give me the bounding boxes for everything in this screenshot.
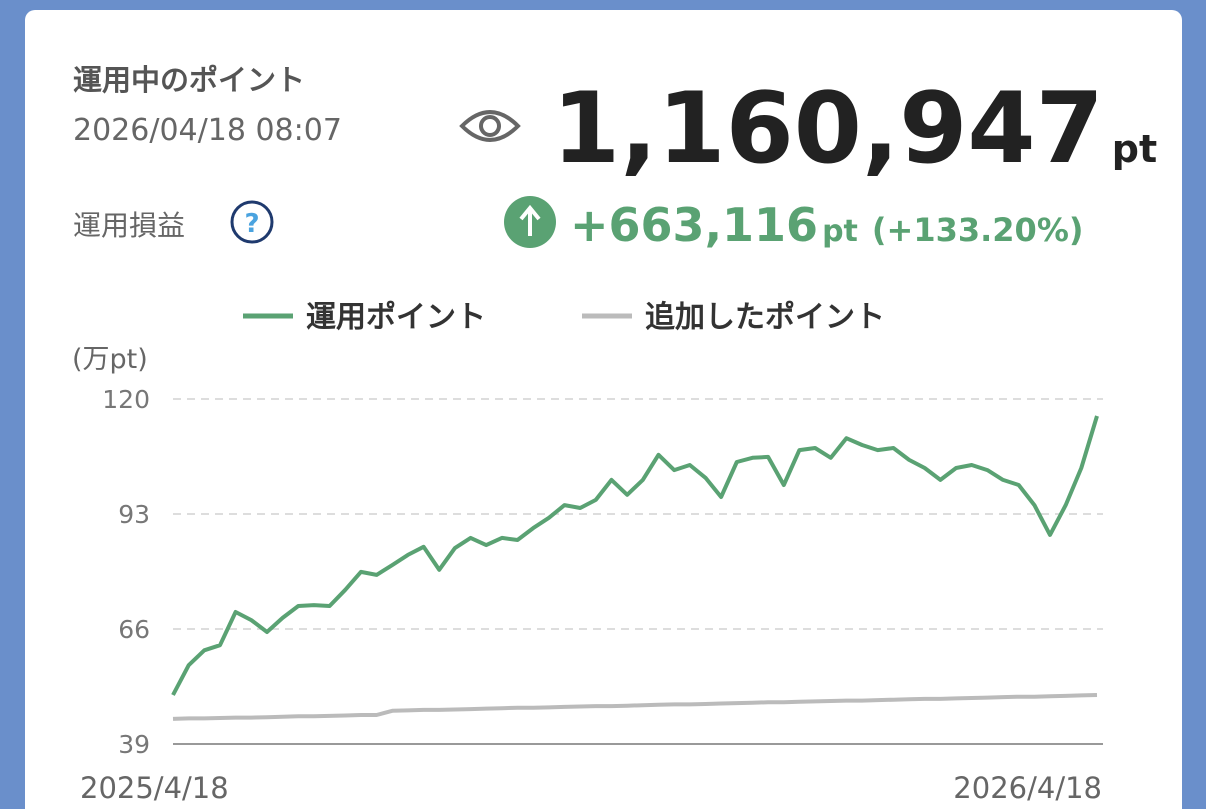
profit-label: 運用損益	[73, 209, 185, 242]
change-value: +663,116	[570, 198, 818, 252]
profit-change: +663,116 pt (+133.20%)	[570, 198, 1084, 252]
help-text: ?	[244, 209, 259, 239]
chart: 39 66 93 120 2025/4/18 2026/4/18 運用ポイント 追加したポイン…	[80, 300, 1103, 805]
legend-label: 運用ポイント	[306, 300, 486, 335]
series-line	[171, 415, 1099, 696]
total-points: 1,160,947 pt	[552, 72, 1157, 186]
help-icon[interactable]: ?	[230, 200, 274, 244]
change-unit: pt	[822, 214, 858, 249]
datetime: 2026/04/18 08:07	[73, 113, 342, 148]
title: 運用中のポイント	[73, 63, 305, 97]
legend-label: 追加したポイント	[645, 300, 885, 335]
y-tick-label: 120	[102, 385, 150, 414]
total-unit: pt	[1112, 127, 1157, 171]
x-tick-label: 2025/4/18	[80, 771, 229, 805]
total-value: 1,160,947	[552, 72, 1104, 186]
change-percent: (+133.20%)	[872, 211, 1084, 249]
x-tick-label: 2026/4/18	[953, 771, 1102, 805]
y-tick-label: 93	[118, 500, 150, 529]
series-line	[172, 693, 1098, 721]
card	[25, 10, 1182, 809]
y-axis-label: (万pt)	[72, 344, 148, 375]
eye-icon[interactable]	[459, 110, 521, 142]
up-icon	[504, 196, 556, 248]
y-tick-label: 39	[118, 730, 150, 759]
y-tick-label: 66	[118, 615, 150, 644]
